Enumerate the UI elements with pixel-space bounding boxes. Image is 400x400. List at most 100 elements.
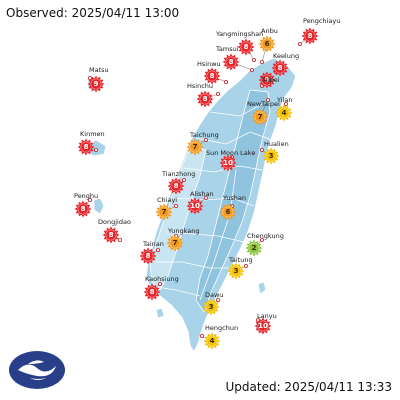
station-lanyu[interactable]: 10 Lanyu (254, 312, 277, 335)
station-penghu[interactable]: 8 Penghu (74, 192, 98, 218)
station-dot (259, 237, 264, 242)
uv-value: 8 (308, 32, 313, 40)
station-tianzhong[interactable]: 8 Tianzhong (161, 170, 195, 195)
green-island (257, 281, 267, 295)
station-hsinchu[interactable]: 8 Hsinchu (187, 82, 220, 108)
station-tainan[interactable]: 8 Tainan (139, 240, 164, 265)
station-label: Penghu (74, 192, 98, 200)
station-hengchun[interactable]: 4 Hengchun (199, 324, 238, 350)
station-sun-moon-lake[interactable]: 10 Sun Moon Lake (206, 149, 255, 172)
station-dot (199, 333, 204, 338)
sun-core (206, 70, 218, 82)
observed-time: Observed: 2025/04/11 13:00 (6, 6, 180, 20)
uv-value: 4 (282, 109, 287, 117)
station-label: Chengkung (247, 232, 284, 240)
station-dot (251, 58, 256, 63)
station-matsu[interactable]: 9 Matsu (87, 66, 109, 93)
station-dawu[interactable]: 3 Dawu (202, 291, 224, 316)
station-dot (297, 42, 302, 47)
uv-value: 7 (258, 113, 263, 121)
station-keelung[interactable]: 8 Keelung (271, 52, 300, 77)
uv-value: 4 (210, 337, 215, 345)
station-label: Yangmingshan (215, 30, 263, 38)
station-label: Anbu (261, 27, 278, 35)
station-dongjidao[interactable]: 8 Dongjidao (98, 218, 131, 244)
station-chengkung[interactable]: 2 Chengkung (245, 232, 284, 257)
sun-core (278, 107, 290, 119)
taiwan-island (145, 57, 297, 354)
station-label: Yushan (222, 194, 246, 202)
sun-core (222, 157, 234, 169)
uv-value: 10 (258, 322, 268, 330)
cwa-logo (9, 351, 65, 389)
uv-value: 8 (146, 252, 151, 260)
uv-value: 3 (209, 303, 214, 311)
station-dot (94, 147, 99, 152)
station-taitung[interactable]: 3 Taitung (227, 256, 253, 280)
sun-core (158, 206, 170, 218)
station-label: Taichung (189, 131, 219, 139)
station-label: Hualien (264, 140, 289, 148)
station-label: Tianzhong (161, 170, 195, 178)
station-label: Chiayi (157, 196, 177, 204)
station-anbu[interactable]: 6 Anbu (258, 27, 278, 65)
uv-value: 6 (265, 40, 270, 48)
station-taichung[interactable]: 7 Taichung (186, 131, 219, 156)
station-dot (203, 195, 208, 200)
station-dot (265, 98, 270, 103)
sun-core (304, 30, 316, 42)
station-kinmen[interactable]: 8 Kinmen (77, 130, 105, 156)
sun-core (206, 335, 218, 347)
station-dot (249, 68, 254, 73)
sun-core (261, 74, 273, 86)
station-label: Hsinwu (197, 60, 221, 68)
station-label: Tamsui (215, 45, 239, 53)
station-label: Taitung (228, 256, 253, 264)
station-label: Dongjidao (98, 218, 131, 226)
station-dot (88, 76, 93, 81)
updated-time: Updated: 2025/04/11 13:33 (225, 380, 393, 394)
uv-value: 8 (210, 72, 215, 80)
sun-core (240, 41, 252, 53)
sun-core (261, 38, 273, 50)
liuqiu-island (155, 307, 165, 319)
station-tamsui[interactable]: 8 Tamsui (215, 45, 254, 73)
station-label: Alishan (190, 190, 214, 198)
station-label: Taipei (260, 76, 280, 84)
station-markers: 8Yangmingshan6Anbu8Pengchiayu8Tamsui8Kee… (74, 17, 340, 350)
station-label: Sun Moon Lake (206, 149, 255, 157)
station-pengchiayu[interactable]: 8 Pengchiayu (297, 17, 340, 47)
uv-value: 8 (109, 231, 114, 239)
station-yungkang[interactable]: 7 Yungkang (166, 227, 200, 252)
station-alishan[interactable]: 10 Alishan (186, 190, 214, 215)
sun-core (205, 301, 217, 313)
west-plain-region (149, 145, 207, 291)
sun-core (189, 200, 201, 212)
station-hualien[interactable]: 3 Hualien (259, 140, 289, 165)
station-yangmingshan[interactable]: 8 Yangmingshan (215, 30, 263, 63)
sun-core (105, 229, 117, 241)
station-yushan[interactable]: 6 Yushan (219, 194, 246, 221)
uv-value: 8 (81, 205, 86, 213)
station-dot (203, 137, 208, 142)
station-dot (155, 247, 160, 252)
sun-core (257, 320, 269, 332)
sun-core (169, 237, 181, 249)
station-label: Kaohsiung (145, 275, 179, 283)
station-dot (215, 92, 220, 97)
sun-core (146, 286, 158, 298)
sun-core (274, 62, 286, 74)
sun-core (230, 265, 242, 277)
station-kaohsiung[interactable]: 8 Kaohsiung (143, 275, 179, 301)
sun-core (142, 250, 154, 262)
penghu-island (93, 197, 105, 215)
station-hsinwu[interactable]: 8 Hsinwu (197, 60, 228, 85)
station-newtaipei[interactable]: 7 NewTaipei (247, 98, 280, 126)
uv-value: 6 (226, 208, 231, 216)
uv-value: 7 (162, 208, 167, 216)
station-chiayi[interactable]: 7 Chiayi (155, 196, 178, 221)
uv-value: 7 (173, 239, 178, 247)
station-yilan[interactable]: 4 Yilan (275, 96, 293, 122)
station-label: Kinmen (80, 130, 105, 138)
